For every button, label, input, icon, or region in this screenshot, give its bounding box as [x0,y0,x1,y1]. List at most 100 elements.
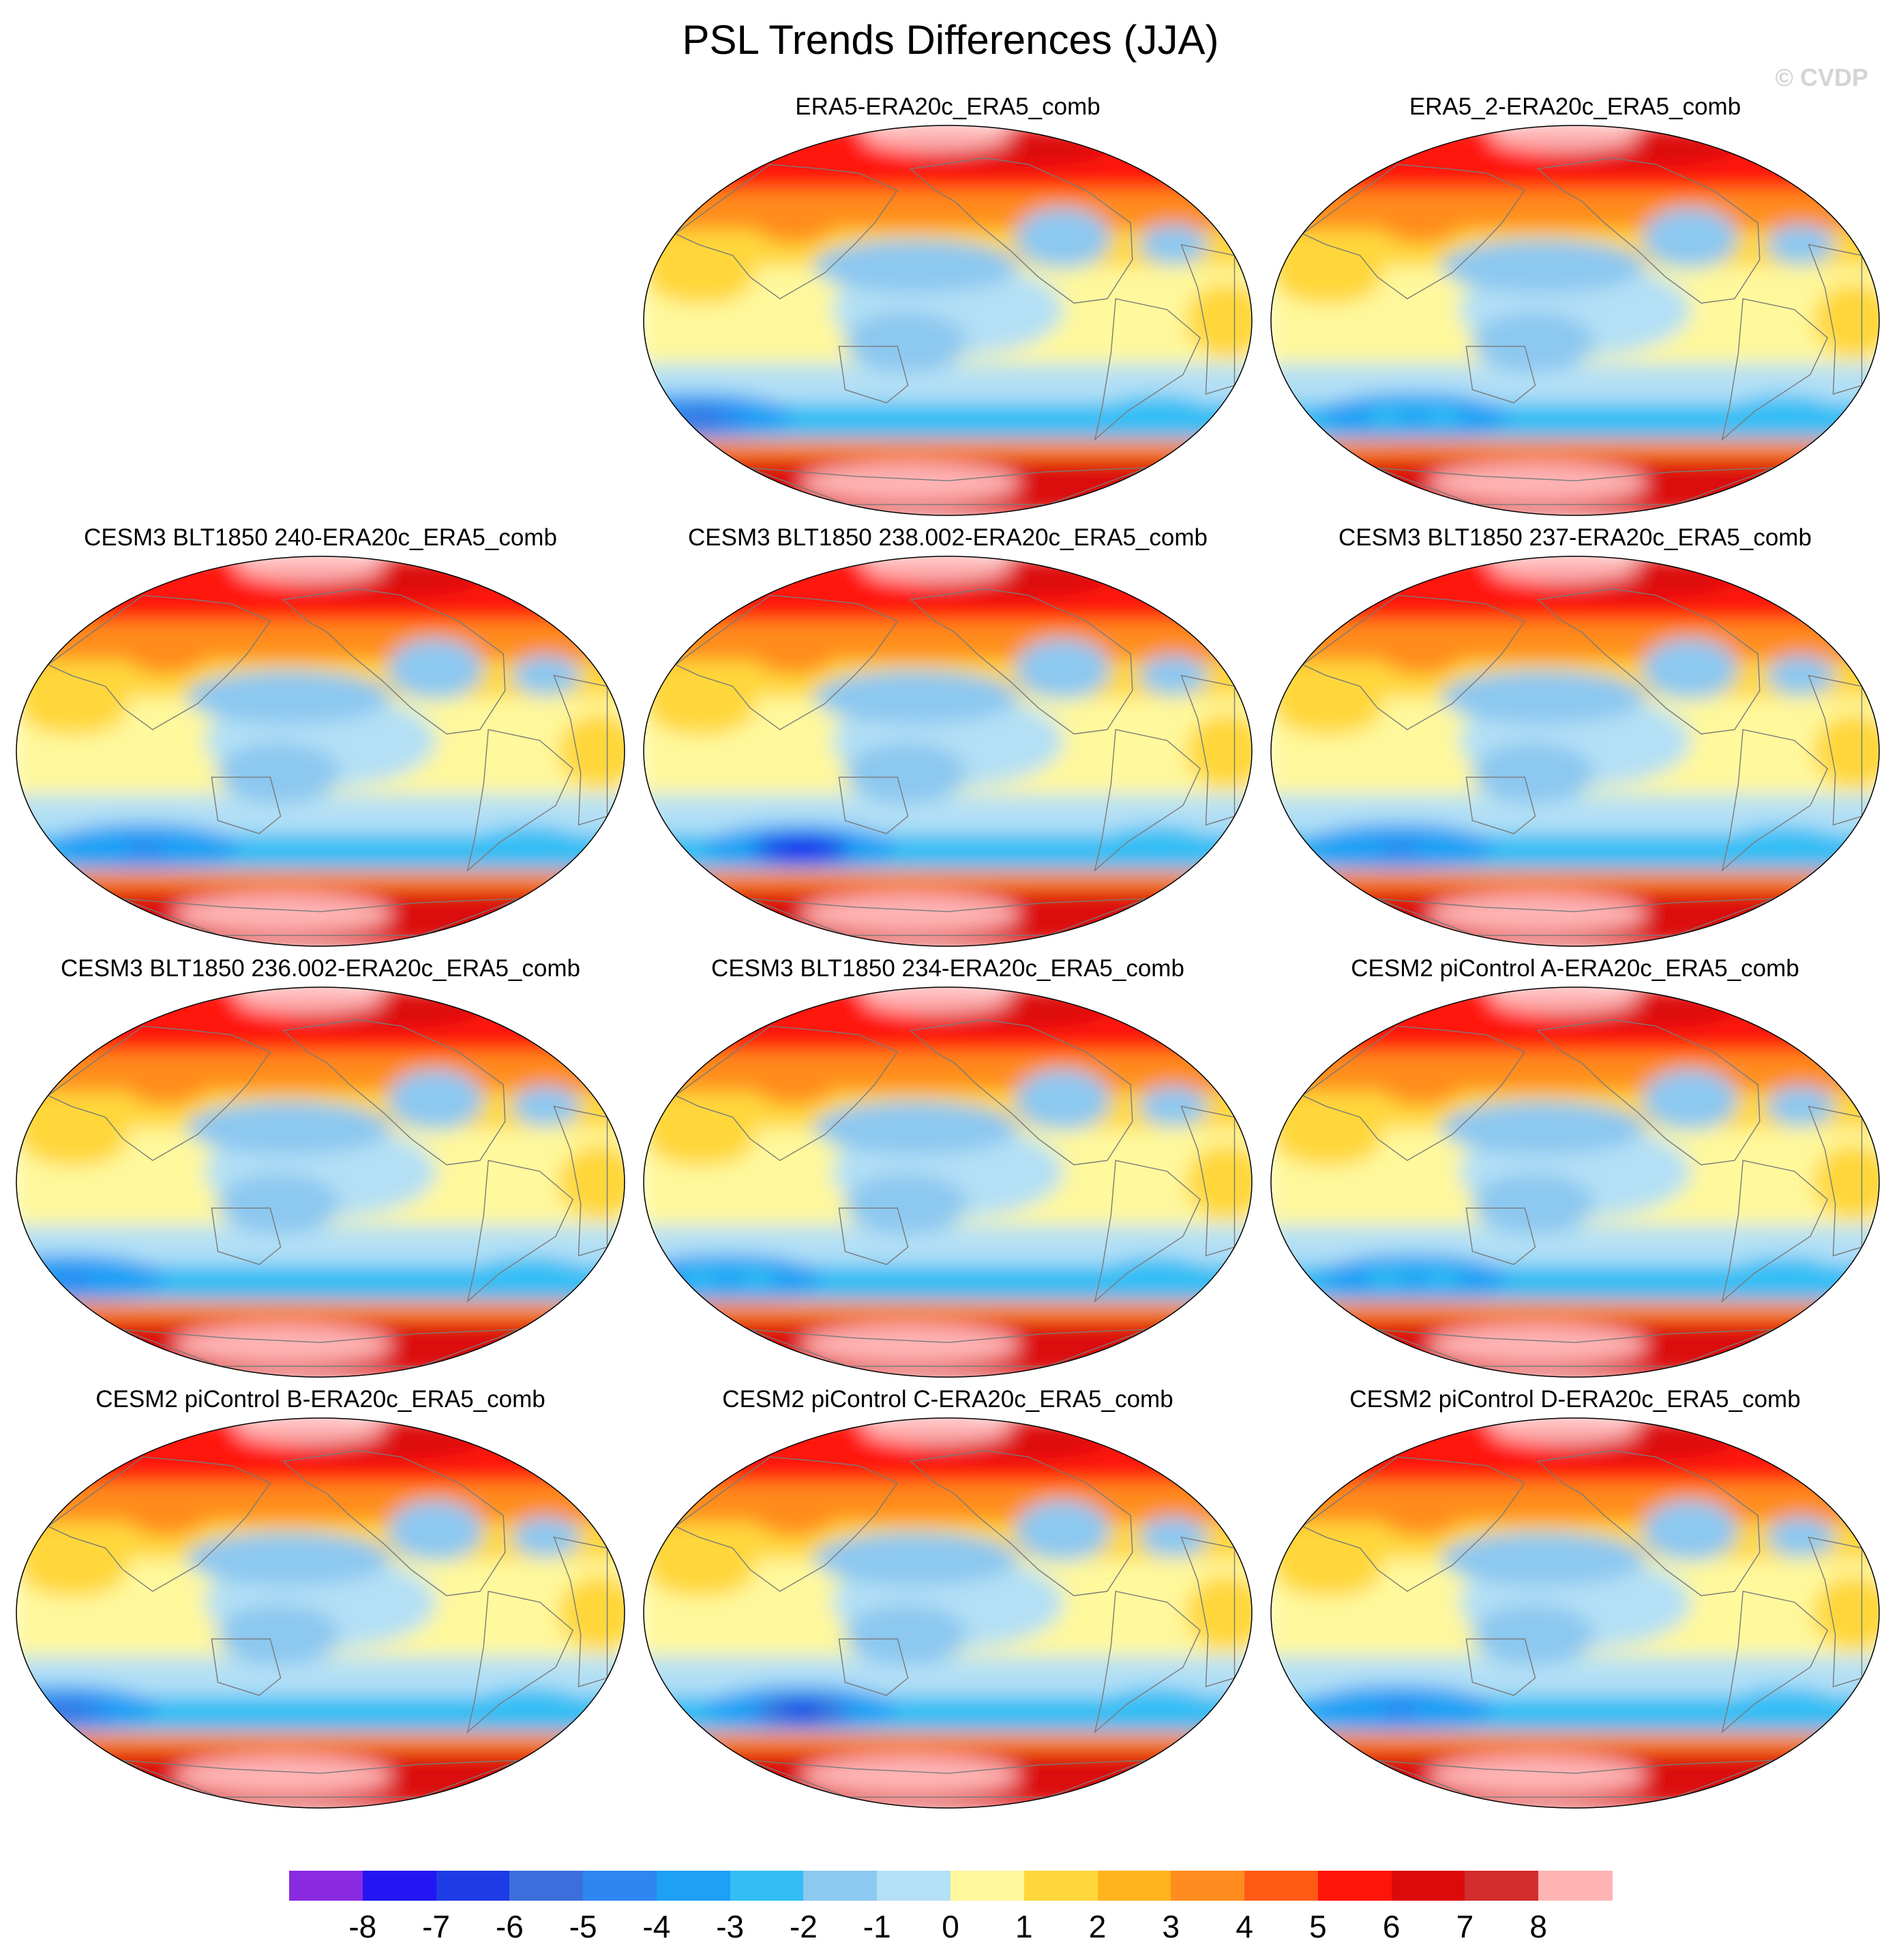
contour-region [813,1531,1018,1586]
contour-region [1139,1516,1208,1558]
panel-title: ERA5-ERA20c_ERA5_comb [795,93,1101,120]
colorbar-box [1097,1871,1171,1901]
contour-region [1015,207,1111,269]
contour-region [558,714,625,789]
colorbar-box [1171,1871,1245,1901]
contour-region [1440,1100,1645,1156]
colorbar-tick-label: 6 [1382,1909,1401,1944]
panel-title: CESM3 BLT1850 236.002-ERA20c_ERA5_comb [60,955,580,982]
contour-region [1273,1542,1383,1597]
contour-region [1812,1575,1879,1650]
map-panel: CESM3 BLT1850 238.002-ERA20c_ERA5_comb [634,524,1261,953]
contour-region [1139,654,1208,696]
contour-region [44,1702,85,1719]
coastline-australia [1465,1207,1536,1265]
coastline-north-america [1536,157,1761,304]
colorbar-box [362,1871,437,1901]
map-panel: CESM2 piControl C-ERA20c_ERA5_comb [634,1385,1261,1815]
colorbar-box [1023,1871,1098,1901]
contour-region [1729,1687,1839,1721]
coastline-north-america [1536,1449,1761,1597]
robinson-map [16,1417,625,1809]
contour-region [781,1702,822,1719]
contour-region [1766,654,1835,696]
coastline-antarctica [1375,1760,1775,1798]
contour-region [217,1173,340,1235]
coastline-australia [838,777,909,834]
robinson-map [1270,1417,1880,1809]
colorbar-tick-label: 1 [1015,1909,1033,1944]
contour-region [646,1542,755,1597]
colorbar-box [950,1871,1025,1901]
panel-title: CESM2 piControl C-ERA20c_ERA5_comb [722,1386,1173,1413]
contour-region [18,1111,128,1166]
map-outline [1270,556,1880,947]
coastline-antarctica [748,467,1148,505]
coastline-australia [838,346,909,404]
coastline-south-america [1094,1160,1201,1303]
contour-region [1015,638,1111,700]
colorbar-tick-label: 5 [1309,1909,1327,1944]
contour-region [1471,1173,1595,1235]
coastline-australia [211,1638,282,1696]
contour-region [475,1256,584,1290]
map-panel: CESM3 BLT1850 237-ERA20c_ERA5_comb [1261,524,1889,953]
contour-region [1812,714,1879,789]
coastline-south-america [466,1590,574,1734]
coastline-eurasia [47,1456,271,1593]
map-outline [1270,1417,1880,1809]
contour-region [185,1100,391,1156]
coastline-australia [211,777,282,834]
robinson-map [1270,556,1880,947]
coastline-north-america [909,1019,1133,1166]
coastline-antarctica [748,898,1148,936]
coastline-eurasia [674,1456,899,1593]
contour-region [861,125,1012,151]
colorbar-tick-label: 8 [1529,1909,1548,1944]
contour-region [1440,239,1645,294]
coastline-north-america [282,1449,506,1597]
contour-region [801,462,1020,504]
map-panel: CESM2 piControl B-ERA20c_ERA5_comb [7,1385,634,1815]
map-outline [643,1417,1253,1809]
contour-region [1393,1271,1435,1288]
colorbar-box [877,1871,951,1901]
coastline-antarctica [1375,1329,1775,1367]
colorbar-tick-label: -7 [422,1909,450,1944]
panel-title: ERA5_2-ERA20c_ERA5_comb [1409,93,1741,120]
contour-region [844,311,968,373]
contour-region [217,1603,340,1665]
colorbar-box [1244,1871,1319,1901]
colorbar-tick-label: 0 [942,1909,959,1944]
contour-region [18,1542,128,1597]
colorbar-box [1317,1871,1392,1901]
coastline-north-america [282,588,506,735]
map-panel: ERA5_2-ERA20c_ERA5_comb [1261,93,1889,522]
coastline-antarctica [1375,467,1775,505]
colorbar-tick-label: -4 [642,1909,671,1944]
contour-region [1379,1702,1420,1719]
coastline-eurasia [1302,1456,1526,1593]
contour-region [558,1145,625,1220]
map-panel: CESM2 piControl A-ERA20c_ERA5_comb [1261,954,1889,1384]
contour-region [174,1755,393,1796]
contour-region [185,669,391,725]
colorbar-box [803,1871,878,1901]
map-outline [643,556,1253,947]
contour-region [646,250,755,305]
watermark: © CVDP [1775,63,1868,91]
colorbar-box [1391,1871,1466,1901]
map-outline [1270,125,1880,516]
coastline-south-america [466,729,574,872]
coastline-eurasia [47,594,271,731]
contour-region [1766,1085,1835,1127]
map-panel: CESM3 BLT1850 234-ERA20c_ERA5_comb [634,954,1261,1384]
map-outline [16,986,625,1378]
colorbar-tick-label: -6 [495,1909,524,1944]
contour-region [1642,638,1738,700]
contour-region [475,826,584,859]
contour-region [387,1069,483,1131]
panel-title: CESM3 BLT1850 238.002-ERA20c_ERA5_comb [687,524,1208,551]
contour-region [1729,1256,1839,1290]
contour-region [1185,1575,1252,1650]
